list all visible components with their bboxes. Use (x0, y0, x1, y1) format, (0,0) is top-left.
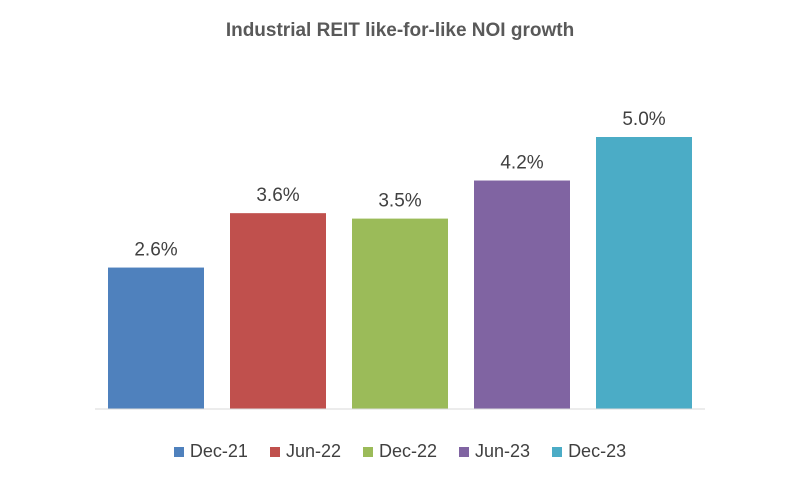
legend-item-jun-22: Jun-22 (269, 441, 341, 462)
data-label-dec-22: 3.5% (378, 191, 421, 212)
data-label-jun-23: 4.2% (500, 153, 543, 174)
legend-item-dec-21: Dec-21 (173, 441, 248, 462)
legend: Dec-21 Jun-22 Dec-22 Jun-23 Dec-23 (0, 441, 800, 462)
legend-item-dec-23: Dec-23 (552, 441, 626, 462)
bar-dec-23 (596, 137, 692, 409)
legend-swatch (173, 446, 184, 457)
legend-label: Jun-23 (475, 441, 531, 461)
data-label-dec-23: 5.0% (622, 109, 665, 130)
bar-dec-21 (108, 267, 204, 409)
legend-swatch (269, 446, 280, 457)
legend-swatch (552, 446, 563, 457)
bar-jun-23 (474, 180, 570, 409)
legend-label: Dec-23 (568, 441, 627, 461)
legend-item-dec-22: Dec-22 (362, 441, 438, 462)
bar-dec-22 (352, 218, 448, 409)
legend-swatch (459, 446, 470, 457)
data-labels-group: 2.6% 3.6% 3.5% 4.2% 5.0% (134, 109, 665, 261)
legend-label: Jun-22 (285, 441, 341, 461)
data-label-jun-22: 3.6% (256, 185, 299, 206)
chart-title: Industrial REIT like-for-like NOI growth (225, 20, 575, 41)
bar-jun-22 (230, 213, 326, 409)
data-label-dec-21: 2.6% (134, 240, 177, 261)
legend-label: Dec-21 (189, 441, 248, 461)
legend-label: Dec-22 (378, 441, 438, 461)
legend-item-jun-23: Jun-23 (459, 441, 530, 462)
legend-swatch (362, 446, 373, 457)
bars-group (108, 137, 692, 409)
